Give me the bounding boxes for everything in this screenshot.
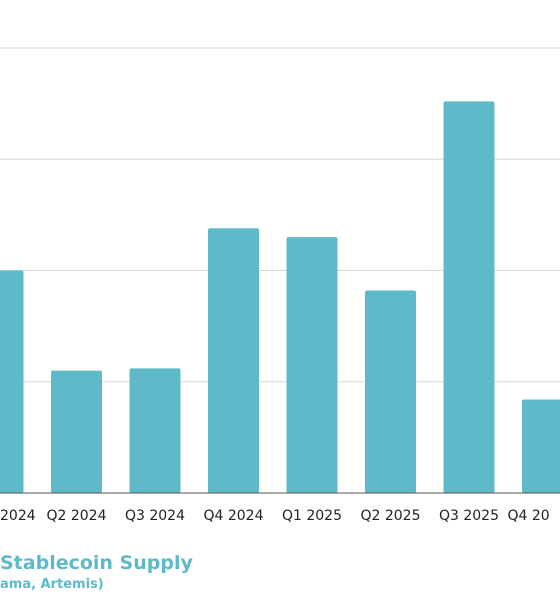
x-tick-label: Q3 2025 <box>439 508 499 524</box>
x-tick-label: Q2 2024 <box>46 508 106 524</box>
source-note: ama, Artemis) <box>0 577 104 592</box>
bar-q3-2024 <box>129 368 181 493</box>
bars <box>0 101 560 494</box>
bar-q1-2024 <box>0 270 24 493</box>
legend-label: Stablecoin Supply <box>0 552 193 574</box>
bar-chart: 2024 Q2 2024 Q3 2024 Q4 2024 Q1 2025 Q2 2025 Q… <box>0 47 560 524</box>
x-tick-label: Q2 2025 <box>360 508 420 524</box>
bar-q1-2025 <box>286 237 338 493</box>
bar-q4-2024 <box>208 228 259 493</box>
bar-q2-2025 <box>365 290 416 493</box>
x-tick-labels: 2024 Q2 2024 Q3 2024 Q4 2024 Q1 2025 Q2 2025 Q… <box>0 508 550 524</box>
x-tick-label: Q4 2024 <box>203 508 263 524</box>
x-tick-label: Q3 2024 <box>125 508 185 524</box>
x-tick-label: 2024 <box>0 508 36 524</box>
bar-q4-2025 <box>522 399 560 493</box>
x-tick-label: Q4 20 <box>508 508 550 524</box>
bar-q3-2025 <box>443 101 495 494</box>
x-tick-label: Q1 2025 <box>282 508 342 524</box>
bar-q2-2024 <box>51 370 102 493</box>
